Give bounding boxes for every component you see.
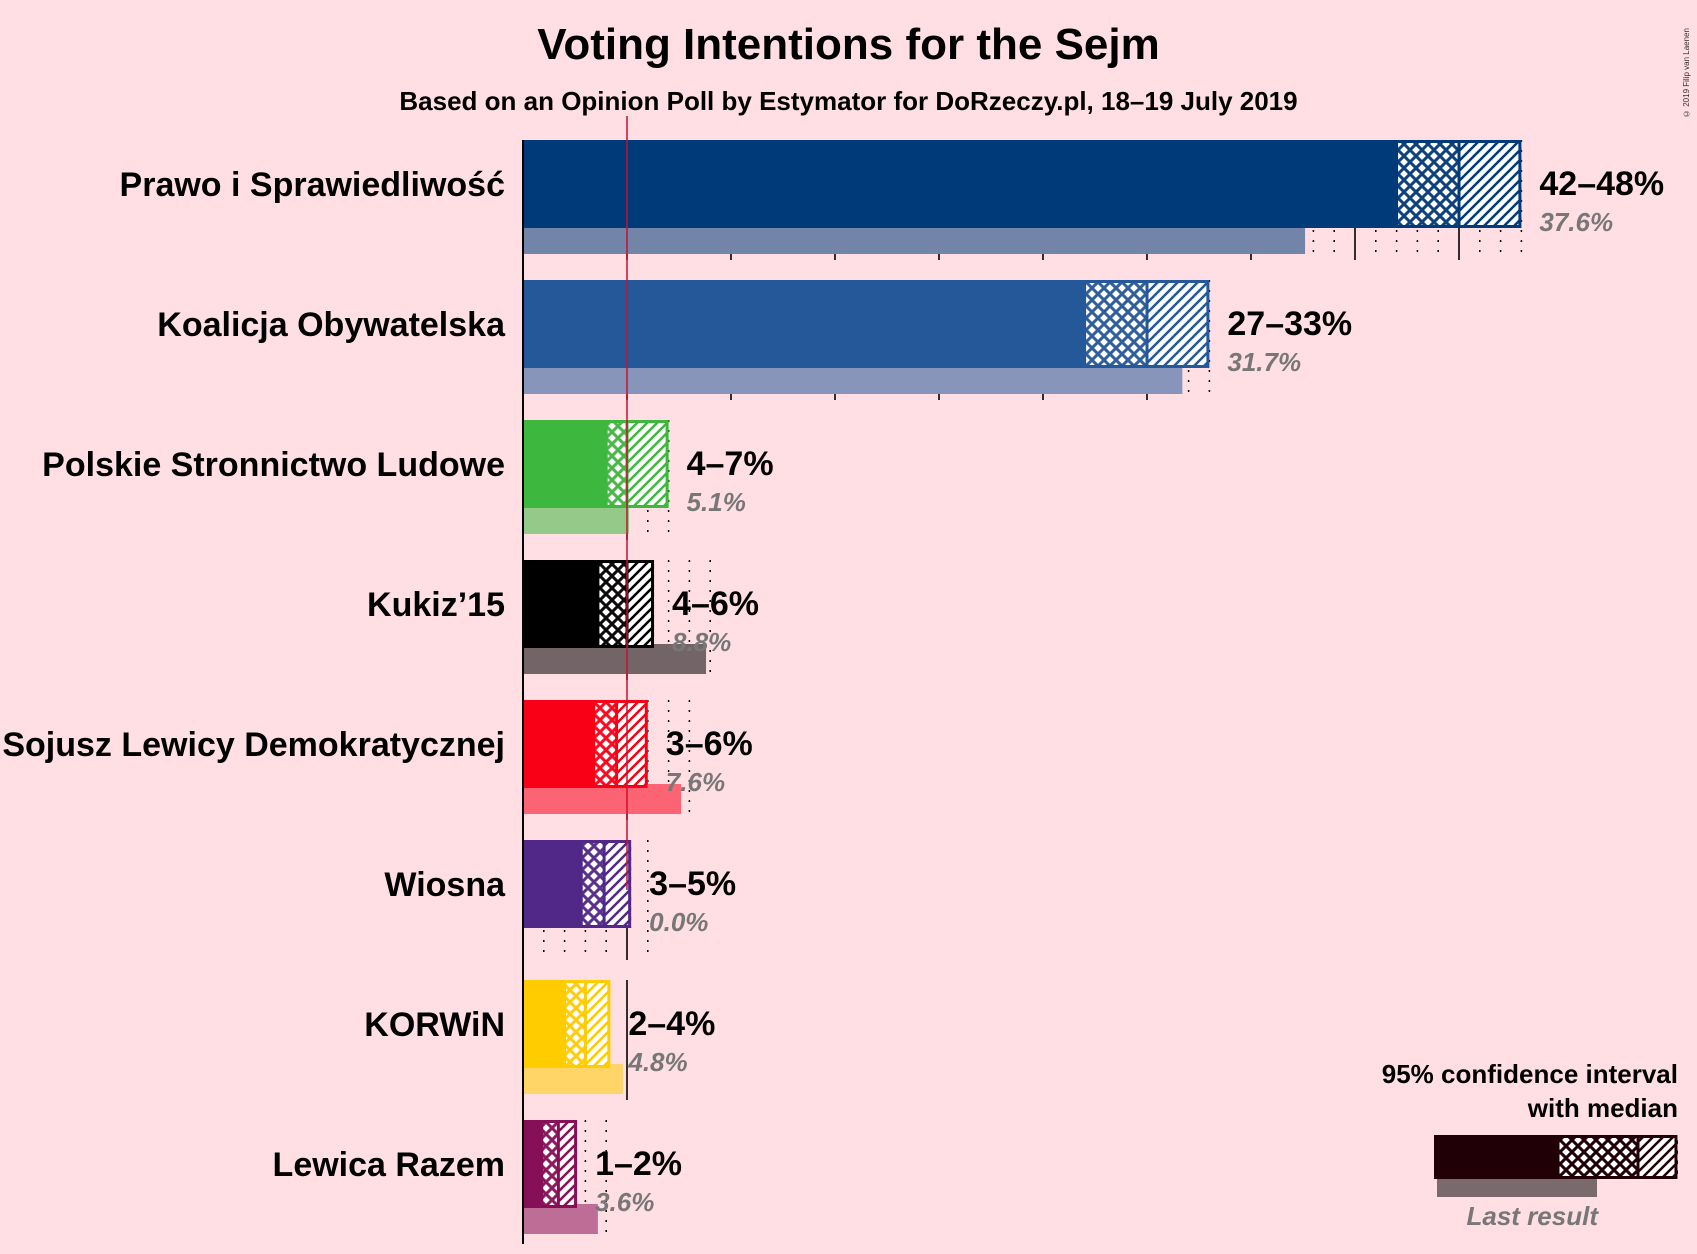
- party-name: Polskie Stronnictwo Ludowe: [42, 446, 505, 484]
- ci-low-median-hatch: [541, 1120, 559, 1208]
- last-result-bar: [523, 1204, 598, 1234]
- legend-title-line2: with median: [1527, 1093, 1678, 1123]
- party-row: Sojusz Lewicy Demokratycznej 3–6% 7.6%: [2, 700, 753, 820]
- ci-outline: [596, 560, 655, 648]
- party-name: Lewica Razem: [273, 1146, 505, 1184]
- party-row: KORWiN 2–4% 4.8%: [364, 980, 715, 1100]
- legend-title-line1: 95% confidence interval: [1382, 1059, 1678, 1089]
- ci-lower-bar: [523, 140, 1397, 228]
- party-name: KORWiN: [364, 1006, 505, 1044]
- legend-diagonal: [1638, 1135, 1678, 1179]
- range-label: 4–7%: [687, 445, 774, 483]
- ci-median-high-hatch: [1459, 140, 1522, 228]
- last-result-label: 31.7%: [1227, 347, 1301, 377]
- legend-last-bar: [1437, 1179, 1597, 1197]
- ci-lower-bar: [523, 840, 582, 928]
- last-result-label: 3.6%: [595, 1187, 654, 1217]
- party-row: Polskie Stronnictwo Ludowe 4–7% 5.1%: [42, 420, 774, 540]
- ci-median-high-hatch: [627, 560, 655, 648]
- ci-low-median-hatch: [1084, 280, 1147, 368]
- last-result-label: 37.6%: [1539, 207, 1613, 237]
- party-row: Wiosna 3–5% 0.0%: [384, 840, 736, 960]
- ci-lower-bar: [523, 420, 607, 508]
- ci-median-high-hatch: [1147, 280, 1210, 368]
- last-result-bar: [523, 644, 707, 674]
- legend-crosshatch: [1558, 1135, 1638, 1179]
- party-name: Prawo i Sprawiedliwość: [120, 166, 505, 204]
- ci-median-high-hatch: [627, 420, 669, 508]
- last-result-bar: [523, 504, 630, 534]
- ci-median-high-hatch: [616, 700, 648, 788]
- ci-lower-bar: [523, 700, 594, 788]
- range-label: 3–5%: [649, 865, 736, 903]
- last-result-bar: [523, 364, 1183, 394]
- ci-low-median-hatch: [593, 700, 617, 788]
- legend: 95% confidence interval with median Last r…: [1382, 1059, 1678, 1231]
- last-result-label: 4.8%: [627, 1047, 687, 1077]
- ci-low-median-hatch: [581, 840, 605, 928]
- last-result-label: 7.6%: [666, 767, 725, 797]
- last-result-label: 8.8%: [672, 627, 731, 657]
- ci-outline: [592, 700, 648, 788]
- party-name: Kukiz’15: [367, 586, 505, 624]
- ci-low-median-hatch: [1396, 140, 1459, 228]
- ci-low-median-hatch: [597, 560, 627, 648]
- range-label: 27–33%: [1227, 305, 1352, 343]
- ci-low-median-hatch: [564, 980, 586, 1068]
- legend-last-result-label: Last result: [1467, 1201, 1600, 1231]
- party-row: Kukiz’15 4–6% 8.8%: [367, 560, 759, 680]
- party-row: Prawo i Sprawiedliwość 42–48% 37.6%: [120, 140, 1664, 260]
- party-row: Koalicja Obywatelska 27–33% 31.7%: [157, 280, 1352, 400]
- range-label: 3–6%: [666, 725, 753, 763]
- party-name: Sojusz Lewicy Demokratycznej: [2, 726, 505, 764]
- ci-median-high-hatch: [585, 980, 611, 1068]
- ci-outline: [604, 420, 669, 508]
- ci-lower-bar: [523, 1120, 542, 1208]
- last-result-bar: [523, 1064, 623, 1094]
- last-result-label: 0.0%: [649, 907, 708, 937]
- last-result-label: 5.1%: [687, 487, 746, 517]
- range-label: 1–2%: [595, 1145, 682, 1183]
- ci-lower-bar: [523, 280, 1085, 368]
- ci-low-median-hatch: [606, 420, 627, 508]
- ci-lower-bar: [523, 980, 565, 1068]
- party-name: Wiosna: [384, 866, 506, 904]
- legend-outline: [1556, 1135, 1678, 1179]
- range-label: 4–6%: [672, 585, 759, 623]
- ci-median-high-hatch: [558, 1120, 578, 1208]
- chart-subtitle: Based on an Opinion Poll by Estymator fo…: [399, 86, 1298, 116]
- range-label: 2–4%: [628, 1005, 715, 1043]
- last-result-bar: [523, 784, 682, 814]
- range-label: 42–48%: [1539, 165, 1664, 203]
- last-result-bar: [523, 224, 1306, 254]
- party-row: Lewica Razem 1–2% 3.6%: [273, 1120, 682, 1240]
- chart-title: Voting Intentions for the Sejm: [537, 20, 1160, 69]
- ci-lower-bar: [523, 560, 598, 648]
- bars-layer: Prawo i Sprawiedliwość 42–48% 37.6% Koalicj…: [2, 116, 1664, 1244]
- legend-solid: [1434, 1135, 1558, 1179]
- party-name: Koalicja Obywatelska: [157, 306, 506, 344]
